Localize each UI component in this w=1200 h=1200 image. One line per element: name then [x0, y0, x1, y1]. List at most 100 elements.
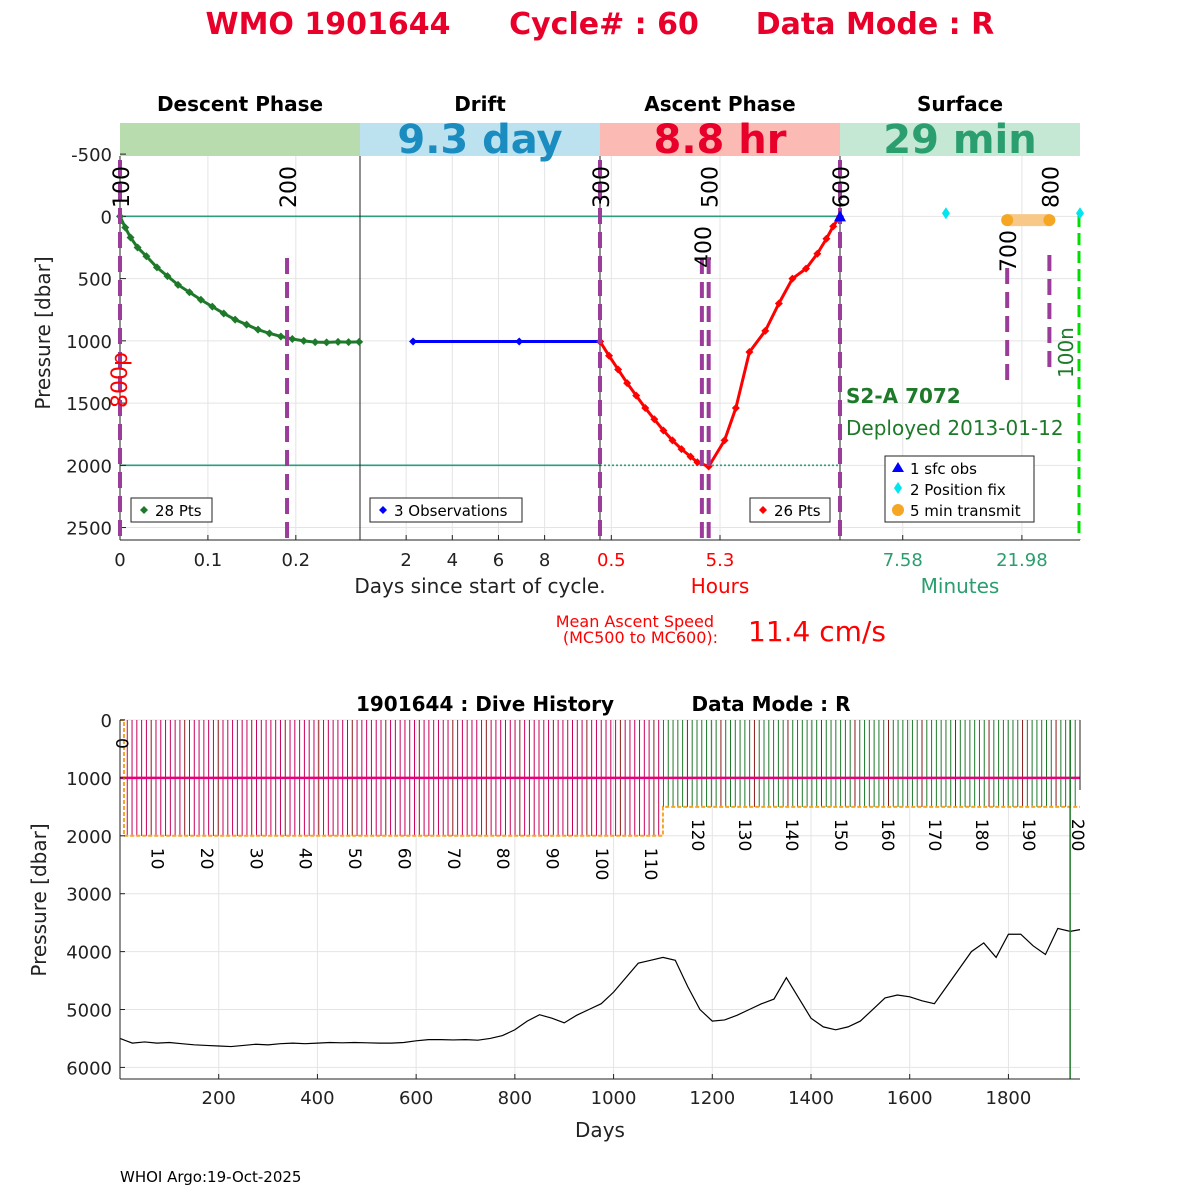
phase-band	[600, 123, 840, 156]
cycle-label: 120	[687, 819, 707, 851]
mc-marker-label: 300	[590, 166, 615, 208]
descent-point	[163, 272, 172, 281]
ascent-point	[774, 299, 783, 308]
history-xtick-label: 1000	[591, 1088, 637, 1109]
cycle-label: 170	[924, 819, 944, 851]
ytick-label: 500	[78, 270, 112, 291]
cycle-label: 150	[830, 819, 850, 851]
cycle-label: 10	[147, 848, 167, 870]
drift-legend-box	[369, 497, 523, 523]
xtick-label: 2	[400, 550, 411, 571]
descent-point	[299, 336, 308, 345]
descent-point	[208, 302, 217, 311]
cycle-label: 100	[591, 848, 611, 880]
position-fix-legend-marker	[894, 482, 902, 494]
descent-legend-box	[130, 497, 213, 523]
history-ytick-label: 5000	[66, 1001, 112, 1022]
ascent-point	[677, 445, 686, 454]
ascent-speed-value: 11.4 cm/s	[748, 615, 886, 648]
profile-panel: Descent Phase 0 0.1 0.2 Days since start of …	[31, 92, 1084, 648]
cycle-label: 130	[734, 819, 754, 851]
ascent-point	[614, 365, 623, 374]
xtick-label: 0.5	[597, 550, 626, 571]
ytick-label: -500	[71, 145, 112, 166]
cycle-label: 190	[1018, 819, 1038, 851]
history-mode-label: Data Mode : R	[692, 692, 851, 716]
ascent-point	[668, 436, 677, 445]
history-ytick-label: 0	[101, 711, 112, 732]
descent-legend-marker	[140, 506, 148, 514]
figure-title-wmo: WMO 1901644	[205, 7, 450, 42]
descent-point	[344, 338, 353, 347]
ascent-point	[641, 404, 650, 413]
mc-marker-label: 700	[997, 230, 1022, 272]
surface-obs-point	[834, 210, 846, 222]
mc-marker-label: 600	[830, 166, 855, 208]
descent-point	[196, 295, 205, 304]
xtick-label: 0	[114, 550, 125, 571]
phase-title: Descent Phase	[157, 92, 323, 116]
sfc-obs-legend-marker	[892, 462, 904, 472]
cycle-label: 200	[1067, 819, 1087, 851]
descent-point	[265, 329, 274, 338]
history-xtick-label: 800	[498, 1088, 532, 1109]
descent-point	[311, 338, 320, 347]
cycle-label: 160	[877, 819, 897, 851]
descent-point	[334, 337, 343, 346]
history-ytick-label: 2000	[66, 827, 112, 848]
ascent-point	[802, 264, 811, 273]
xtick-label: 4	[447, 550, 458, 571]
position-fix-legend-label: 2 Position fix	[910, 481, 1006, 499]
cycle-label: 110	[640, 848, 660, 880]
xtick-label: 21.98	[996, 550, 1048, 571]
ascent-point	[822, 234, 831, 243]
descent-point	[231, 315, 240, 324]
sfc-obs-legend-label: 1 sfc obs	[910, 460, 977, 478]
history-ytick-label: 6000	[66, 1058, 112, 1079]
ascent-point	[829, 222, 838, 231]
descent-point	[322, 338, 331, 347]
ytick-label: 2500	[66, 519, 112, 540]
position-fix-point	[1076, 207, 1084, 220]
cycle-label: 140	[781, 819, 801, 851]
cycle-label: 180	[971, 819, 991, 851]
transmit-start-point	[1001, 214, 1014, 227]
dive-history-panel: 0 10 20 30 40 50 60 70 80 90 100 110 120 130 140 150 160…	[27, 692, 1087, 1142]
ytick-label: 1500	[66, 394, 112, 415]
cycle-label: 60	[393, 848, 413, 870]
float-id: S2-A 7072	[846, 384, 961, 408]
history-xtick-label: 1600	[887, 1088, 933, 1109]
cycle-label: 0	[111, 738, 131, 749]
descent-point	[126, 233, 135, 242]
figure-title-mode: Data Mode : R	[756, 7, 994, 42]
ascent-point	[731, 404, 740, 413]
history-xtick-label: 1800	[986, 1088, 1032, 1109]
phase-xlabel: Hours	[691, 574, 750, 598]
transmit-legend-marker	[892, 504, 904, 516]
ascent-speed-label: Mean Ascent Speed	[556, 612, 714, 631]
surface-side-label-text: 100n	[1054, 327, 1078, 378]
xtick-label: 5.3	[706, 550, 735, 571]
position-fix-point	[941, 207, 950, 220]
phase-title: Ascent Phase	[644, 92, 795, 116]
xtick-label: 0.2	[282, 550, 311, 571]
ascent-point	[745, 348, 754, 357]
descent-point	[152, 263, 161, 272]
phase-xlabel: Minutes	[921, 574, 1000, 598]
history-xtick-label: 1400	[788, 1088, 834, 1109]
phase-1: Descent Phase 0 0.1 0.2 Days since start of …	[114, 92, 605, 598]
phase-band	[840, 123, 1080, 156]
transmit-legend-label: 5 min transmit	[910, 502, 1021, 520]
cycle-label: 30	[245, 848, 265, 870]
mc-marker-label: 100	[110, 166, 135, 208]
ascent-point	[605, 351, 614, 360]
phase-title: Surface	[917, 92, 1003, 116]
ascent-legend-label: 26 Pts	[774, 502, 821, 520]
ascent-point	[813, 249, 822, 258]
cycle-label: 40	[295, 848, 315, 870]
ascent-speed-sublabel: (MC500 to MC600):	[563, 628, 718, 647]
history-ytick-label: 1000	[66, 769, 112, 790]
